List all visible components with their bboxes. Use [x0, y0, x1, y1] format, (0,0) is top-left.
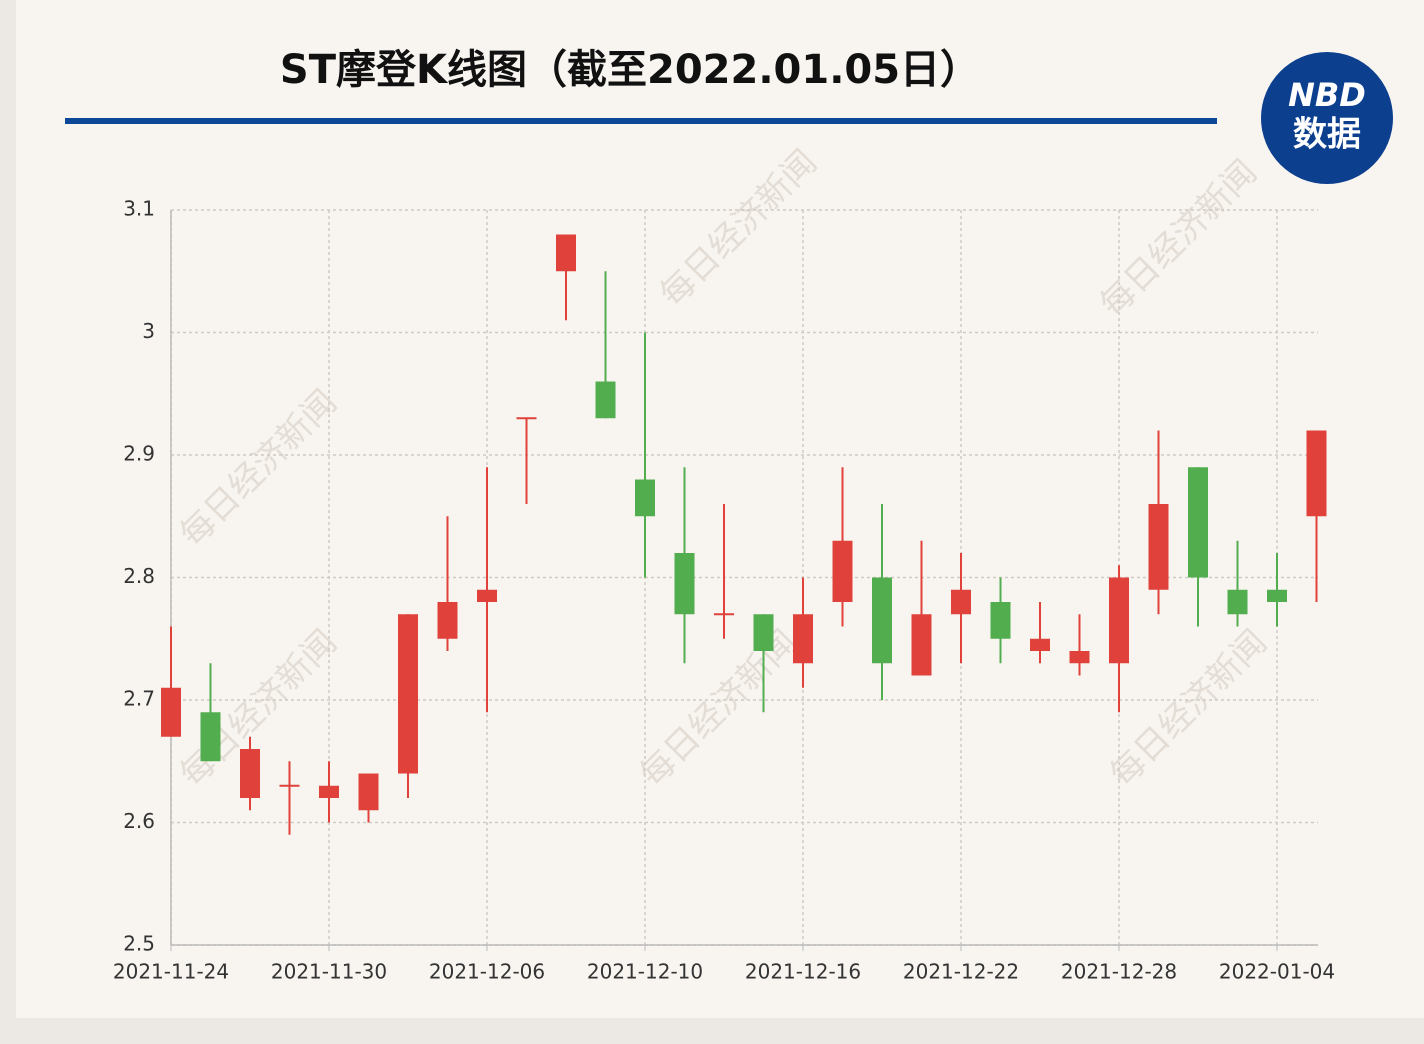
candle-body — [556, 234, 576, 272]
x-tick-label: 2021-11-30 — [271, 960, 387, 984]
candle-body — [1148, 504, 1169, 590]
title-rule — [65, 118, 1217, 124]
candle-body — [1227, 589, 1248, 615]
x-tick-label: 2021-12-10 — [587, 960, 703, 984]
x-tick-label: 2021-12-28 — [1061, 960, 1177, 984]
candle-body — [398, 614, 418, 774]
logo-text: NBD — [1288, 76, 1366, 114]
candle-body — [240, 749, 260, 798]
chart-title: ST摩登K线图（截至2022.01.05日） — [280, 47, 980, 93]
candle-body — [1267, 589, 1287, 602]
candle-body — [477, 589, 497, 602]
candle-body — [911, 614, 932, 676]
candle-body — [990, 602, 1011, 639]
candle-body — [437, 602, 458, 639]
logo — [1261, 52, 1393, 184]
candle-body — [516, 417, 537, 420]
candle-body — [793, 614, 813, 664]
candle-body — [951, 589, 971, 615]
candle-body — [753, 614, 774, 651]
candle-body — [1069, 651, 1090, 664]
x-tick-label: 2022-01-04 — [1219, 960, 1335, 984]
x-tick-label: 2021-12-16 — [745, 960, 861, 984]
candle-body — [1306, 430, 1327, 517]
candle-body — [832, 540, 853, 602]
y-tick-label: 3 — [142, 319, 155, 343]
candle-body — [279, 784, 300, 787]
candle-body — [714, 613, 734, 616]
y-tick-label: 2.5 — [123, 932, 155, 956]
y-tick-label: 2.8 — [123, 564, 155, 588]
candle-body — [674, 553, 695, 615]
x-tick-label: 2021-12-06 — [429, 960, 545, 984]
candle-body — [1030, 638, 1050, 651]
candle-body — [595, 381, 616, 419]
logo-text: 数据 — [1293, 115, 1361, 155]
candle-body — [161, 687, 181, 737]
y-tick-label: 3.1 — [123, 197, 155, 221]
y-tick-label: 2.9 — [123, 442, 155, 466]
candle-body — [1109, 577, 1129, 664]
candle-body — [200, 712, 221, 762]
x-tick-label: 2021-11-24 — [113, 960, 229, 984]
y-tick-label: 2.7 — [123, 687, 155, 711]
x-tick-label: 2021-12-22 — [903, 960, 1019, 984]
candle-body — [872, 577, 892, 664]
candle-body — [1188, 467, 1208, 578]
candle-body — [319, 785, 339, 798]
candle-body — [358, 773, 379, 811]
y-tick-label: 2.6 — [123, 809, 155, 833]
candle-body — [635, 479, 655, 517]
